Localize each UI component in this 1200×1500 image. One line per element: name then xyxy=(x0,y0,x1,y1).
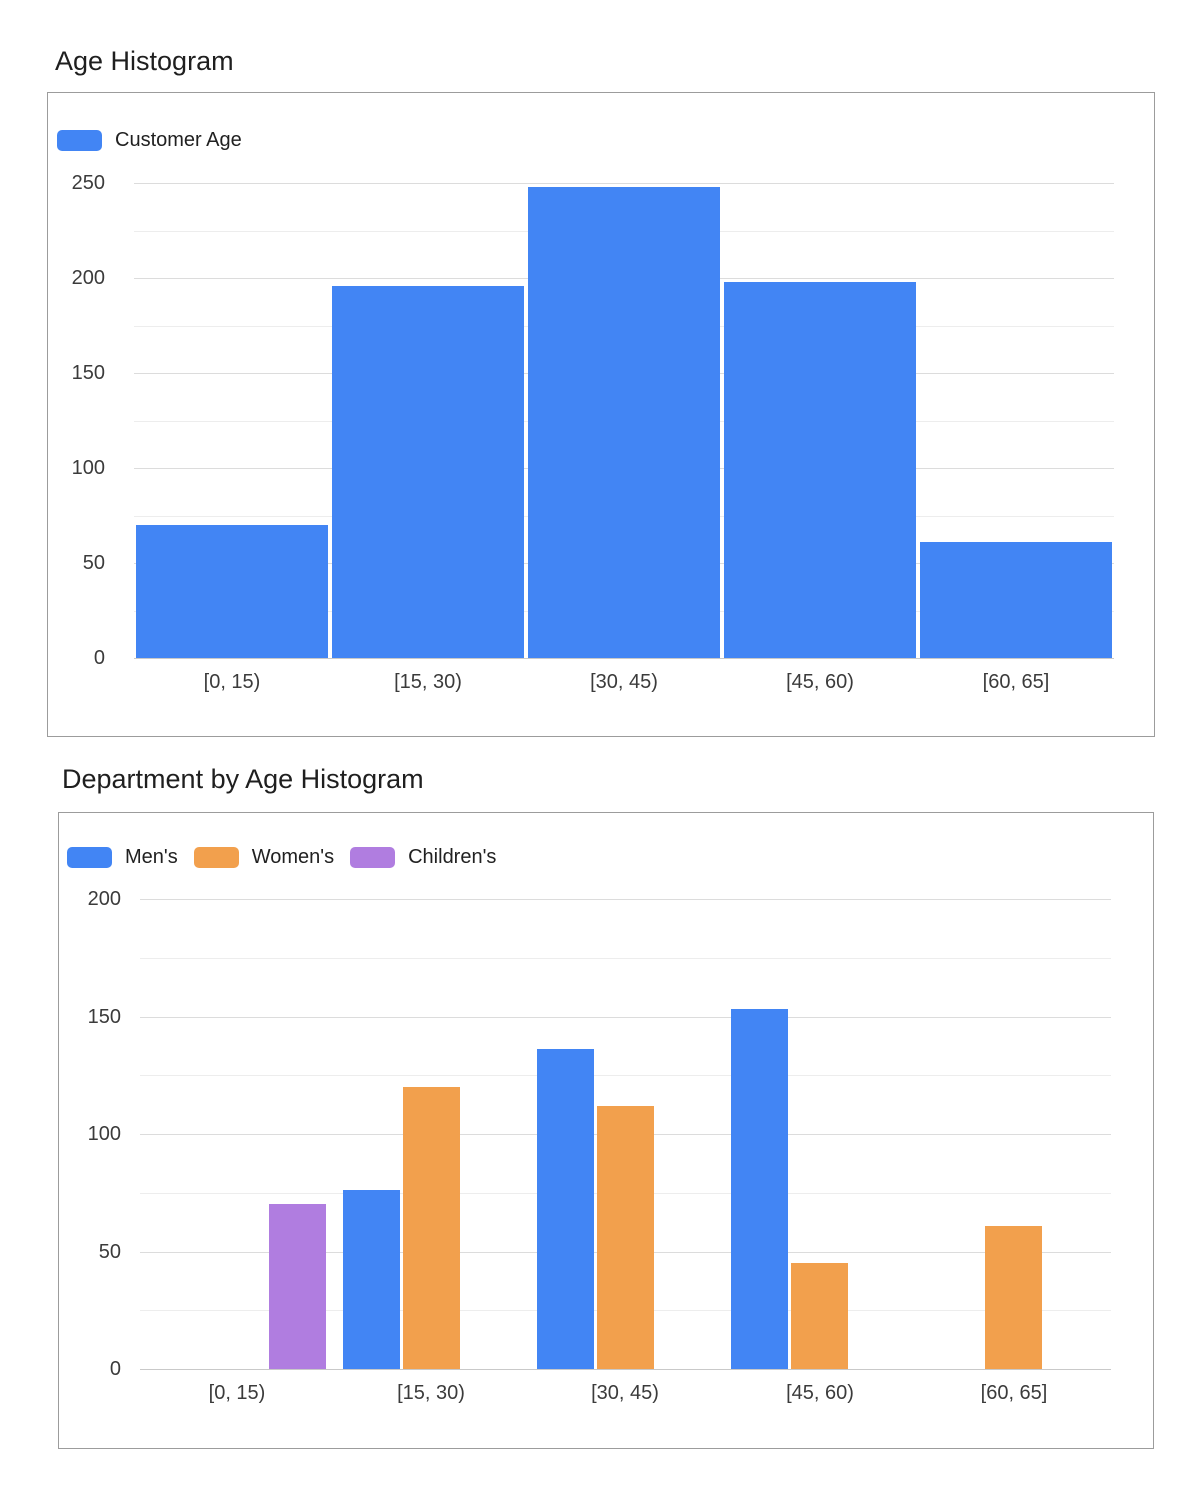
y-axis-tick-label: 150 xyxy=(71,362,105,384)
men-s-legend-label: Men's xyxy=(125,846,178,868)
men-s-bar xyxy=(343,1190,400,1369)
men-s-bar xyxy=(537,1049,594,1369)
women-s-bar xyxy=(597,1106,654,1369)
chart2-panel: Men's Women's Children's 0 50 100 150 200 [0, 1… xyxy=(58,812,1154,1449)
x-axis-category-label: [30, 45) xyxy=(591,1382,659,1404)
legend-item-customer-age: Customer Age xyxy=(57,129,242,152)
chart2-legend: Men's Women's Children's xyxy=(67,846,512,869)
children-s-bar xyxy=(269,1204,326,1369)
chart1-panel: Customer Age 0 50 100 150 200 250 [0, 15) [15, … xyxy=(47,92,1155,737)
customer-age-bar xyxy=(136,525,328,658)
chart2-title: Department by Age Histogram xyxy=(62,764,424,794)
women-s-legend-swatch xyxy=(193,847,239,868)
customer-age-bar xyxy=(724,282,916,658)
legend-item-men-s: Men's xyxy=(67,846,178,869)
children-s-legend-swatch xyxy=(350,847,396,868)
x-axis-category-label: [45, 60) xyxy=(786,671,854,693)
y-axis-tick-label: 150 xyxy=(87,1006,121,1028)
women-s-bar xyxy=(791,1263,848,1369)
chart1-legend: Customer Age xyxy=(57,129,258,152)
customer-age-legend-label: Customer Age xyxy=(115,129,242,151)
major-gridline xyxy=(140,1369,1111,1370)
legend-item-women-s: Women's xyxy=(193,846,335,869)
y-axis-tick-label: 100 xyxy=(87,1123,121,1145)
children-s-legend-label: Children's xyxy=(408,846,497,868)
minor-gridline xyxy=(140,958,1111,959)
major-gridline xyxy=(140,1017,1111,1018)
x-axis-category-label: [0, 15) xyxy=(208,1382,266,1404)
y-axis-tick-label: 50 xyxy=(82,552,105,574)
major-gridline xyxy=(140,899,1111,900)
customer-age-bar xyxy=(528,187,720,658)
x-axis-category-label: [60, 65] xyxy=(980,1382,1048,1404)
y-axis-tick-label: 100 xyxy=(71,457,105,479)
x-axis-category-label: [30, 45) xyxy=(590,671,658,693)
customer-age-legend-swatch xyxy=(57,130,102,151)
men-s-bar xyxy=(731,1009,788,1369)
customer-age-bar xyxy=(332,286,524,658)
y-axis-tick-label: 0 xyxy=(93,647,105,669)
y-axis-tick-label: 200 xyxy=(87,888,121,910)
y-axis-tick-label: 50 xyxy=(98,1241,121,1263)
y-axis-tick-label: 250 xyxy=(71,172,105,194)
men-s-legend-swatch xyxy=(67,847,112,868)
chart1-title: Age Histogram xyxy=(55,46,234,76)
x-axis-category-label: [60, 65] xyxy=(982,671,1050,693)
x-axis-category-label: [15, 30) xyxy=(394,671,462,693)
y-axis-tick-label: 0 xyxy=(109,1358,121,1380)
minor-gridline xyxy=(140,1075,1111,1076)
x-axis-category-label: [45, 60) xyxy=(786,1382,854,1404)
legend-item-children-s: Children's xyxy=(350,846,496,869)
major-gridline xyxy=(134,658,1114,659)
customer-age-bar xyxy=(920,542,1112,658)
women-s-bar xyxy=(403,1087,460,1369)
major-gridline xyxy=(134,183,1114,184)
x-axis-category-label: [0, 15) xyxy=(203,671,261,693)
x-axis-category-label: [15, 30) xyxy=(397,1382,465,1404)
women-s-bar xyxy=(985,1226,1042,1369)
y-axis-tick-label: 200 xyxy=(71,267,105,289)
women-s-legend-label: Women's xyxy=(251,846,335,868)
